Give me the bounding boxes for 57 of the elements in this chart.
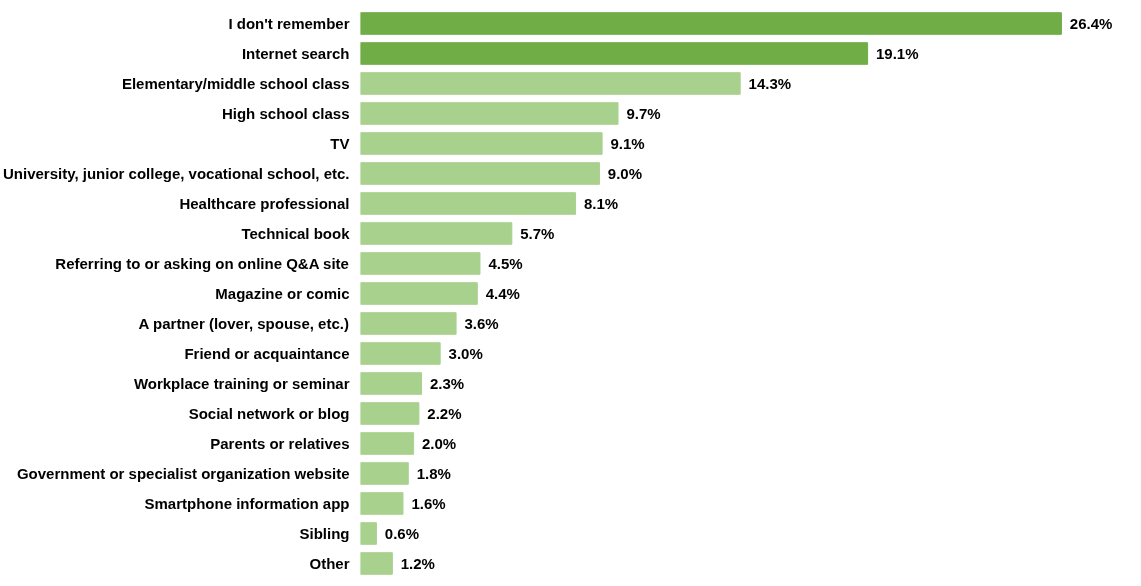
data-label: 1.6% (411, 495, 446, 512)
data-label: 19.1% (876, 45, 919, 62)
y-tick-label: Internet search (241, 45, 350, 62)
y-tick-label: Technical book (241, 225, 351, 242)
bar (360, 552, 393, 575)
y-tick-label: Workplace training or seminar (133, 375, 350, 392)
y-tick-label: Parents or relatives (210, 435, 350, 452)
bar (360, 12, 1062, 35)
data-label: 4.5% (488, 255, 523, 272)
y-tick-label: Sibling (299, 525, 350, 542)
y-tick-label: Other (309, 555, 350, 572)
bar (360, 132, 603, 155)
bar (360, 372, 423, 395)
bar (360, 252, 481, 275)
y-tick-label: Social network or blog (188, 405, 350, 422)
bar (360, 42, 869, 65)
y-tick-label: Healthcare professional (179, 195, 350, 212)
y-tick-label: Friend or acquaintance (184, 345, 350, 362)
y-tick-label: High school class (221, 105, 350, 122)
data-label: 2.3% (429, 375, 465, 392)
data-label: 1.2% (400, 555, 435, 572)
bar (360, 492, 404, 515)
y-tick-label: Government or specialist organization website (16, 465, 350, 482)
y-tick-label: Magazine or comic (215, 285, 350, 302)
y-tick-label: A partner (lover, spouse, etc.) (138, 315, 349, 332)
bar (360, 102, 619, 125)
bar (360, 312, 457, 335)
y-tick-label: Smartphone information app (144, 495, 350, 512)
data-label: 1.8% (416, 465, 451, 482)
bar (360, 522, 377, 545)
bar (360, 282, 478, 305)
data-label: 14.3% (748, 75, 792, 92)
data-label: 4.4% (485, 285, 520, 302)
bar (360, 402, 420, 425)
data-label: 3.6% (464, 315, 499, 332)
data-label: 3.0% (448, 345, 483, 362)
data-label: 26.4% (1069, 15, 1113, 32)
data-label: 9.7% (626, 105, 661, 122)
bar (360, 162, 600, 185)
data-label: 8.1% (583, 195, 619, 212)
data-label: 0.6% (384, 525, 420, 542)
bar (360, 462, 409, 485)
bar (360, 222, 513, 245)
bar (360, 342, 441, 365)
y-tick-label: TV (330, 135, 350, 152)
y-tick-label: University, junior college, vocational school, etc. (3, 165, 350, 182)
data-label: 9.1% (610, 135, 645, 152)
y-tick-label: Elementary/middle school class (121, 75, 350, 92)
bar (360, 432, 415, 455)
data-label: 5.7% (520, 225, 555, 242)
bar (360, 192, 577, 215)
data-label: 9.0% (607, 165, 643, 182)
y-tick-label: Referring to or asking on online Q&A site (55, 255, 349, 272)
data-label: 2.0% (422, 435, 457, 452)
data-label: 2.2% (427, 405, 462, 422)
bar (360, 72, 741, 95)
y-tick-label: I don't remember (228, 15, 350, 32)
